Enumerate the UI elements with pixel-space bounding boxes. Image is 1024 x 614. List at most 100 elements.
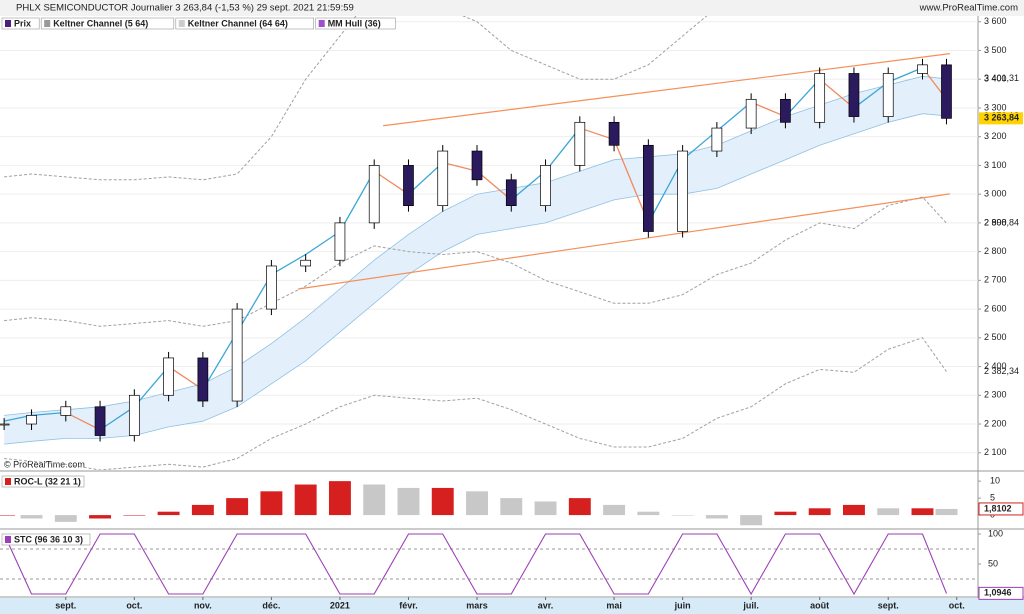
candle	[677, 150, 688, 232]
roc-bar	[568, 498, 591, 516]
roc-bar	[671, 515, 694, 516]
keltner-dashed	[4, 16, 708, 181]
legend-label: Prix	[14, 18, 31, 28]
roc-bar	[226, 498, 249, 516]
roc-bar	[774, 511, 797, 516]
legend-swatch	[318, 20, 325, 27]
hull-segment	[476, 170, 512, 201]
main-plot	[0, 16, 978, 470]
roc-plot	[0, 481, 958, 526]
candle	[574, 121, 586, 166]
legend-label: Keltner Channel (64 64)	[188, 18, 288, 28]
legend-box	[175, 17, 314, 30]
last-value-label: 3 401,31	[984, 73, 1019, 83]
hull-segment	[887, 67, 923, 83]
candle	[26, 415, 37, 425]
y-tick-label: 3 600	[984, 16, 1007, 26]
legend-box	[1, 475, 85, 488]
copyright: © ProRealTime.com	[4, 459, 85, 469]
candle	[368, 165, 380, 224]
candle	[780, 98, 791, 123]
y-tick-label: 2 800	[984, 246, 1007, 256]
candle	[505, 179, 517, 206]
y-tick-label: 3 300	[984, 102, 1007, 112]
legend-box	[40, 17, 175, 30]
roc-bar	[877, 508, 900, 516]
x-tick-label: 2021	[330, 600, 350, 610]
x-tick-label: févr.	[399, 600, 418, 610]
candle	[231, 308, 243, 402]
x-tick-label: déc.	[262, 600, 280, 610]
x-tick-label: sept.	[878, 600, 899, 610]
roc-bar	[935, 508, 958, 516]
keltner-dashed	[4, 196, 947, 327]
keltner-line	[4, 113, 947, 445]
candle	[403, 165, 414, 206]
x-tick-label: mai	[606, 600, 622, 610]
stc-plot	[0, 533, 978, 596]
hull-segment	[819, 78, 855, 109]
hull-segment	[99, 406, 135, 431]
roc-bar	[808, 508, 831, 516]
hull-segment	[750, 101, 786, 118]
candle	[197, 357, 209, 402]
hull-segment	[305, 230, 341, 256]
x-tick-label: mars	[466, 600, 488, 610]
y-tick-label: 5	[990, 492, 995, 502]
hull-segment	[784, 78, 821, 118]
trend-line	[383, 53, 950, 127]
roc-bar	[740, 515, 763, 526]
roc-bar	[54, 515, 77, 522]
legend-label: MM Hull (36)	[328, 18, 381, 28]
header-site: www.ProRealTime.com	[919, 3, 1018, 14]
candle	[745, 98, 757, 129]
roc-bar	[705, 515, 728, 519]
hull-segment	[682, 130, 718, 161]
y-tick-label: 3 400	[984, 74, 1007, 84]
x-tick-label: oct.	[126, 600, 142, 610]
band-fill	[4, 76, 947, 445]
hull-segment	[579, 127, 615, 141]
x-tick-label: sept.	[55, 600, 76, 610]
hull-segment	[647, 159, 684, 224]
legend-box	[1, 17, 40, 30]
candle	[128, 394, 140, 436]
roc-bar	[637, 511, 660, 516]
y-tick-label: 3 200	[984, 131, 1007, 141]
x-tick-label: oct.	[949, 600, 965, 610]
legend-swatch	[178, 20, 185, 27]
hull-segment	[373, 170, 409, 195]
header-title: PHLX SEMICONDUCTOR Journalier 3 263,84 (…	[16, 3, 354, 14]
roc-bar	[466, 491, 488, 516]
roc-bar	[157, 511, 180, 516]
hull-segment	[408, 162, 444, 195]
roc-bar	[123, 515, 146, 516]
candle	[642, 144, 654, 232]
x-tick-label: nov.	[194, 600, 212, 610]
hull-segment	[510, 170, 546, 201]
hull-segment	[545, 127, 581, 172]
candle	[163, 357, 174, 396]
roc-bar	[89, 515, 112, 519]
legend-box	[1, 533, 91, 546]
roc-bar	[191, 504, 214, 516]
candle	[60, 406, 72, 416]
candle	[882, 73, 894, 117]
candle	[711, 127, 723, 152]
y-tick-label: 3 100	[984, 160, 1007, 170]
x-tick-label: août	[810, 600, 829, 610]
x-axis-bar	[0, 598, 1024, 614]
roc-last: 1,8102	[984, 503, 1012, 513]
hull-segment	[168, 366, 204, 391]
y-tick-label: 2 100	[984, 447, 1007, 457]
hull-segment	[442, 161, 478, 172]
hull-segment	[271, 253, 306, 276]
x-tick-label: juin	[674, 600, 691, 610]
stc-line	[3, 533, 948, 596]
candle	[266, 265, 277, 310]
last-value-label: 2 382,34	[984, 366, 1019, 376]
stc-box	[978, 586, 1024, 600]
candle	[814, 73, 826, 123]
candle	[471, 150, 483, 181]
roc-bar	[328, 481, 351, 516]
